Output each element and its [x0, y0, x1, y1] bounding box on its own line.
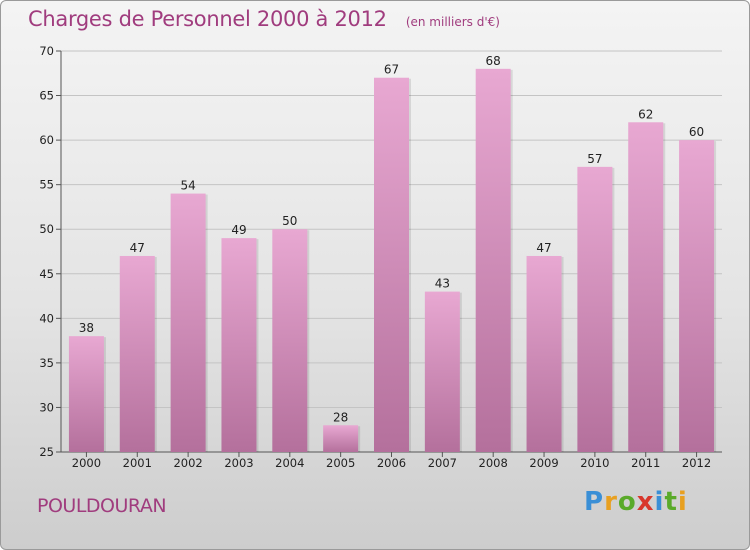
- bar: [475, 68, 511, 453]
- logo-letter: t: [664, 487, 678, 517]
- x-tick-label: 2009: [529, 456, 558, 470]
- data-label: 62: [638, 107, 653, 121]
- y-tick-label: 25: [39, 445, 54, 459]
- y-tick-label: 70: [39, 44, 54, 58]
- bar: [424, 291, 460, 452]
- chart-title: Charges de Personnel 2000 à 2012: [28, 7, 387, 31]
- bar: [323, 425, 359, 452]
- bar: [68, 336, 104, 452]
- x-tick-label: 2005: [326, 456, 355, 470]
- logo-letter: i: [677, 487, 688, 517]
- y-tick-label: 35: [39, 356, 54, 370]
- data-label: 60: [689, 125, 704, 139]
- data-label: 28: [333, 410, 348, 424]
- x-tick-label: 2011: [631, 456, 660, 470]
- commune-name: POULDOURAN: [37, 495, 167, 517]
- logo-letter: i: [654, 487, 665, 517]
- bar: [374, 77, 409, 452]
- logo-letter: P: [584, 487, 605, 517]
- bar: [170, 193, 206, 453]
- x-tick-label: 2001: [123, 456, 152, 470]
- y-tick-label: 60: [39, 133, 54, 147]
- data-label: 54: [180, 179, 195, 193]
- data-label: 67: [384, 63, 399, 77]
- data-label: 47: [536, 241, 551, 255]
- y-tick-label: 65: [39, 89, 54, 103]
- bar: [628, 122, 664, 453]
- y-tick-label: 55: [39, 178, 54, 192]
- title-row: Charges de Personnel 2000 à 2012 (en mil…: [28, 7, 500, 31]
- x-tick-label: 2003: [224, 456, 253, 470]
- logo-letter: x: [636, 487, 655, 517]
- labels: 25 30 35 40 45 50 55 60 65 70 2000 38 2001 47 2002 54 20…: [39, 44, 711, 470]
- proxiti-logo[interactable]: Proxiti: [584, 487, 688, 517]
- logo-letter: r: [604, 487, 618, 517]
- bars: [68, 68, 717, 453]
- bar: [679, 140, 715, 452]
- x-tick-label: 2007: [428, 456, 457, 470]
- y-tick-label: 45: [39, 267, 54, 281]
- data-label: 49: [231, 223, 246, 237]
- y-tick-label: 30: [39, 400, 54, 414]
- bar: [526, 255, 562, 452]
- logo-letter: o: [617, 487, 637, 517]
- x-tick-label: 2008: [479, 456, 508, 470]
- bar: [272, 229, 308, 452]
- y-tick-label: 50: [39, 222, 54, 236]
- data-label: 43: [435, 277, 450, 291]
- x-tick-label: 2010: [580, 456, 609, 470]
- data-label: 68: [486, 54, 501, 68]
- x-tick-label: 2000: [72, 456, 101, 470]
- bar: [119, 255, 155, 452]
- x-tick-label: 2012: [682, 456, 711, 470]
- data-label: 47: [130, 241, 145, 255]
- y-tick-label: 40: [39, 311, 54, 325]
- chart-subtitle: (en milliers d'€): [405, 15, 500, 29]
- data-label: 57: [587, 152, 602, 166]
- x-tick-label: 2006: [377, 456, 406, 470]
- bar: [221, 238, 257, 452]
- x-tick-label: 2004: [275, 456, 304, 470]
- data-label: 50: [282, 214, 297, 228]
- x-tick-label: 2002: [173, 456, 202, 470]
- data-label: 38: [79, 321, 94, 335]
- bar: [577, 166, 613, 452]
